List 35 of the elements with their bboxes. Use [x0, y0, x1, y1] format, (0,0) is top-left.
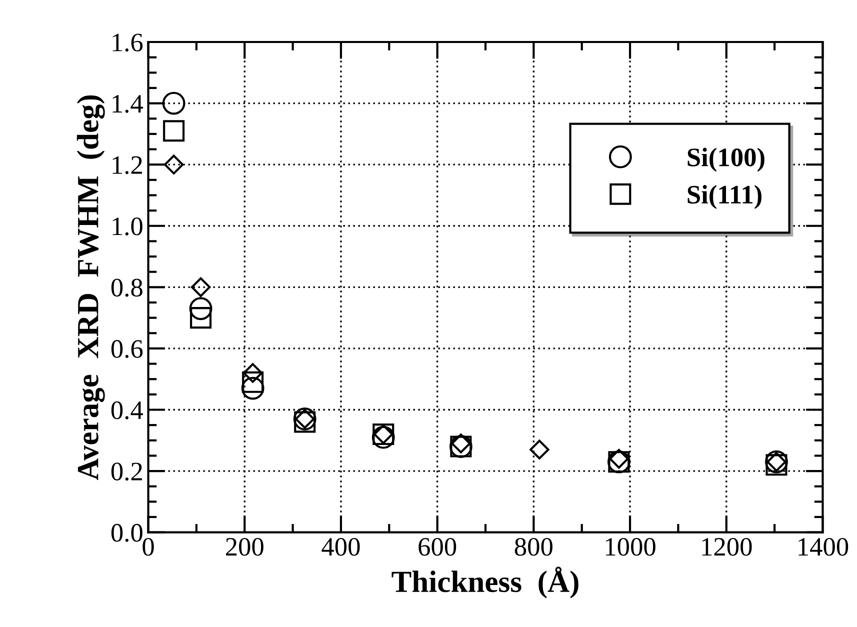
x-tick-label: 1200 — [702, 538, 752, 556]
x-tick-label: 1400 — [798, 538, 848, 556]
point — [242, 371, 264, 393]
x-tick-label: 1000 — [606, 538, 656, 556]
y-tick-label: 1.0 — [112, 217, 142, 236]
y-tick-label: 0.4 — [111, 401, 143, 420]
point — [241, 376, 264, 400]
y-tick-label: 0.8 — [111, 278, 142, 297]
point — [372, 426, 395, 449]
legend-label: Si(111) — [688, 185, 762, 209]
y-tick-label: 1.4 — [112, 95, 143, 113]
point — [190, 307, 212, 329]
y-tick-label: 0.0 — [111, 524, 142, 542]
x-tick-label: 400 — [322, 538, 360, 556]
point — [766, 454, 788, 476]
y-tick-label: 1.6 — [112, 34, 143, 52]
legend-label: Si(100) — [688, 148, 764, 172]
y-tick-label: 0.6 — [111, 340, 143, 358]
point — [162, 92, 186, 115]
y-tick-label: 0.2 — [111, 462, 142, 481]
point — [163, 120, 185, 142]
point — [164, 154, 184, 174]
point — [189, 297, 212, 320]
point — [294, 411, 316, 433]
x-tick-label: 800 — [514, 538, 552, 556]
point — [190, 277, 211, 298]
point — [530, 440, 550, 460]
point — [242, 363, 263, 383]
point — [609, 448, 629, 469]
x-tick-label: 600 — [418, 538, 456, 556]
x-tick-label: 0 — [142, 538, 154, 556]
x-tick-label: 200 — [226, 538, 264, 556]
y-tick-label: 1.2 — [112, 156, 142, 174]
x-axis-title: Thickness (Å) — [392, 566, 578, 598]
y-axis-title: Average XRD FWHM (deg) — [76, 95, 105, 480]
